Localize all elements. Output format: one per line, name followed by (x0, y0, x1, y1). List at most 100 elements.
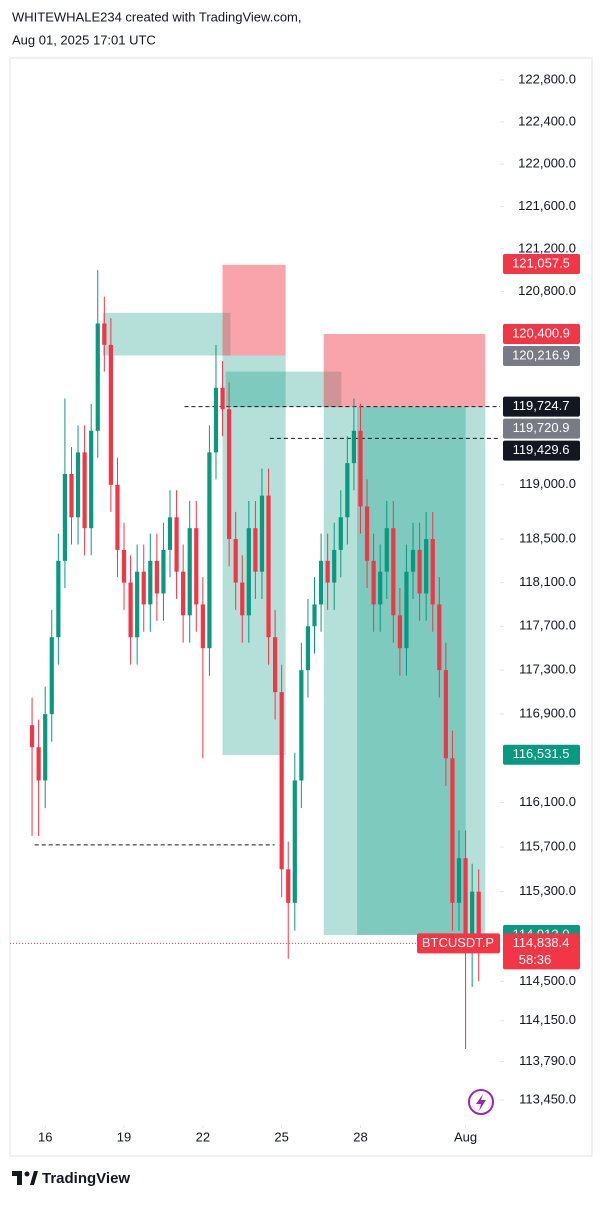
candle-body (456, 858, 462, 903)
candle-body (36, 747, 41, 781)
candle-body (272, 637, 278, 693)
logo-part (30, 1171, 38, 1185)
y-tick-label: 113,450.0 (519, 1091, 576, 1106)
candle-body (56, 560, 61, 638)
candle-body (220, 387, 225, 410)
candle-body (338, 517, 343, 550)
candle-body (443, 670, 448, 759)
candle-body (358, 430, 363, 507)
position-zone (323, 334, 486, 408)
y-tick-label: 121,600.0 (518, 198, 576, 213)
candle-body (174, 517, 179, 572)
brand-logo (12, 1171, 38, 1185)
current-price-label: 114,838.4 (513, 935, 570, 950)
symbol-label: BTCUSDT.P (422, 935, 494, 950)
candle-body (292, 780, 297, 903)
price-label-box (503, 346, 580, 367)
candle-body (345, 463, 350, 518)
candle-body (371, 560, 376, 605)
price-label-box (503, 744, 580, 765)
price-label-box (503, 418, 580, 439)
header-creator: WHITEWHALE234 created with TradingView.c… (12, 9, 302, 24)
candle-body (115, 484, 120, 550)
chart-frame (9, 57, 593, 1157)
candle-body (450, 758, 455, 903)
candle-body (141, 571, 146, 605)
x-tick-label: Aug (454, 1129, 477, 1144)
logo-part (24, 1171, 30, 1177)
candle-body (29, 725, 35, 748)
position-zone (323, 407, 486, 935)
candle-body (246, 528, 251, 616)
price-label-box (503, 253, 580, 274)
candle-body (305, 626, 311, 671)
candle-body (233, 539, 238, 583)
candle-body (351, 430, 357, 464)
alert-icon[interactable] (468, 1089, 494, 1115)
price-label: 116,531.5 (513, 746, 570, 761)
y-tick-label: 116,900.0 (519, 706, 576, 721)
symbol-box (417, 933, 500, 954)
x-tick-label: 19 (117, 1129, 131, 1144)
candle-body (476, 891, 481, 944)
y-tick-label: 117,300.0 (519, 662, 576, 677)
candle-body (384, 528, 389, 572)
price-label: 119,429.6 (513, 442, 570, 457)
candle-body (102, 323, 107, 345)
y-tick-label: 115,300.0 (519, 883, 576, 898)
candle-body (364, 506, 370, 561)
candle-body (430, 539, 435, 605)
candle-body (82, 452, 87, 529)
price-label: 119,720.9 (513, 420, 570, 435)
candle-body (108, 344, 113, 485)
candle-body (266, 495, 271, 638)
candle-body (194, 528, 199, 605)
candle-body (135, 571, 140, 638)
price-label-box (503, 396, 580, 417)
candle-body (148, 560, 153, 605)
price-label-box (503, 440, 580, 461)
price-label: 120,216.9 (512, 347, 570, 362)
candle-body (161, 549, 166, 594)
candle-body (240, 582, 245, 616)
y-tick-label: 113,790.0 (519, 1053, 576, 1068)
candle-body (154, 560, 159, 594)
price-label-box (503, 324, 580, 345)
position-zone (222, 264, 286, 356)
x-tick-label: 25 (274, 1129, 288, 1144)
y-tick-label: 120,800.0 (518, 283, 576, 298)
x-tick-label: 22 (196, 1129, 210, 1144)
candle-body (167, 517, 173, 550)
plot-area (10, 264, 500, 1050)
y-tick-label: 122,000.0 (518, 156, 576, 171)
candle-body (128, 582, 133, 638)
y-tick-label: 114,150.0 (519, 1012, 576, 1027)
candle-body (187, 528, 192, 616)
alert-bolt (476, 1094, 486, 1111)
candle-body (397, 615, 402, 649)
y-tick-label: 118,500.0 (519, 530, 576, 545)
candle-body (121, 549, 127, 583)
y-tick-label: 122,400.0 (518, 113, 576, 128)
candle-body (417, 549, 422, 594)
candle-body (391, 528, 396, 616)
candle-body (253, 528, 258, 572)
logo-part (17, 1171, 22, 1185)
header-date: Aug 01, 2025 17:01 UTC (12, 32, 156, 47)
candle-body (259, 495, 265, 572)
candle-body (286, 869, 291, 903)
candle-body (227, 409, 232, 540)
y-tick-label: 117,700.0 (519, 618, 576, 633)
y-tick-label: 115,700.0 (519, 838, 576, 853)
y-tick-label: 114,500.0 (519, 973, 576, 988)
candle-body (410, 549, 416, 572)
countdown: 58:36 (519, 952, 552, 967)
candle-body (89, 430, 94, 529)
candle-body (200, 604, 205, 649)
position-zone (357, 407, 466, 935)
y-tick-label: 118,100.0 (519, 574, 576, 589)
candle-body (332, 549, 337, 583)
candle-body (404, 571, 409, 649)
candle-body (312, 604, 317, 627)
